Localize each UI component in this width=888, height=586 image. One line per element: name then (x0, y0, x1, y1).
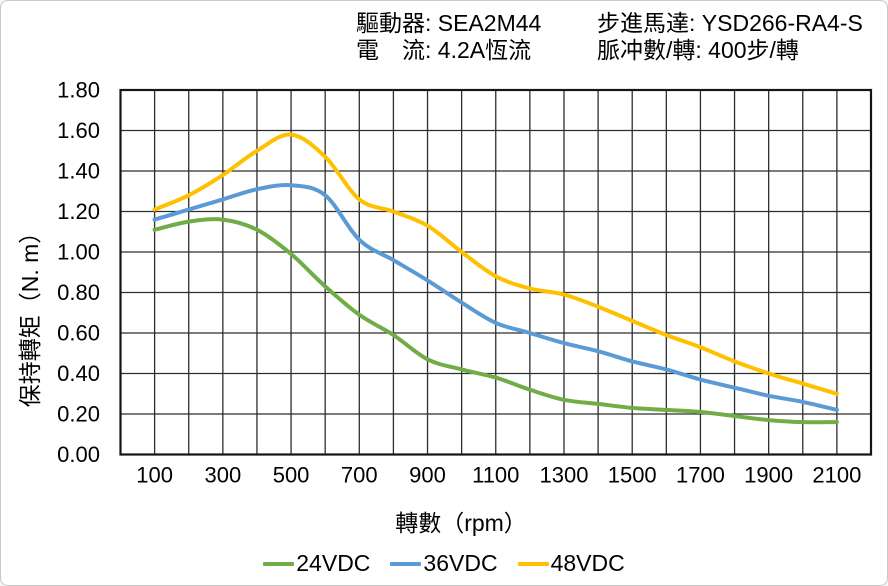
x-tick-label: 900 (409, 463, 446, 488)
legend-item-24vdc: 24VDC (263, 550, 370, 577)
legend-item-36vdc: 36VDC (390, 550, 498, 577)
y-axis-title: 保持轉矩（N. m） (17, 220, 43, 408)
series-line-24vdc (152, 217, 839, 425)
y-tick-label: 1.60 (57, 118, 100, 143)
y-tick-label: 0.80 (57, 280, 100, 305)
y-tick-label: 1.40 (57, 159, 100, 184)
driver-model-text: 驅動器: SEA2M44 (356, 10, 542, 36)
x-tick-label: 1500 (608, 463, 657, 488)
y-tick-label: 0.20 (57, 402, 100, 427)
pulses-per-rev-text: 脈冲數/轉: 400步/轉 (597, 37, 799, 63)
series-line-48vdc (152, 132, 839, 396)
x-tick-label: 1300 (540, 463, 589, 488)
y-tick-label: 0.60 (57, 321, 100, 346)
y-tick-label: 0.40 (57, 361, 100, 386)
legend-line-24vdc-icon (263, 561, 295, 566)
legend-label-48vdc: 48VDC (550, 550, 625, 576)
y-tick-label: 1.00 (57, 240, 100, 265)
x-tick-label: 700 (341, 463, 378, 488)
x-axis-title: 轉數（rpm） (395, 510, 527, 536)
legend-label-36vdc: 36VDC (423, 550, 498, 576)
y-tick-label: 0.00 (57, 442, 100, 467)
x-tick-label: 1100 (472, 463, 519, 488)
header-left-column: 驅動器: SEA2M44 電 流: 4.2A恆流 (356, 10, 541, 64)
y-tick-label: 1.20 (57, 199, 100, 224)
x-tick-label: 100 (136, 463, 173, 488)
current-spec-text: 電 流: 4.2A恆流 (356, 37, 532, 63)
x-tick-label: 500 (273, 463, 310, 488)
legend-line-48vdc-icon (517, 561, 549, 566)
x-tick-label: 2100 (812, 463, 861, 488)
header-right-column: 步進馬達: YSD266-RA4-S 脈冲數/轉: 400步/轉 (597, 10, 863, 64)
motor-model-text: 步進馬達: YSD266-RA4-S (597, 10, 863, 36)
legend-line-36vdc-icon (390, 561, 422, 566)
plot-border (119, 88, 873, 456)
y-tick-label: 1.80 (57, 78, 100, 103)
series-line-36vdc (152, 182, 839, 412)
x-tick-label: 1700 (676, 463, 725, 488)
legend-item-48vdc: 48VDC (517, 550, 625, 577)
legend-label-24vdc: 24VDC (296, 550, 371, 576)
x-tick-label: 300 (204, 463, 241, 488)
x-tick-label: 1900 (744, 463, 793, 488)
legend: 24VDC 36VDC 48VDC (1, 550, 887, 577)
